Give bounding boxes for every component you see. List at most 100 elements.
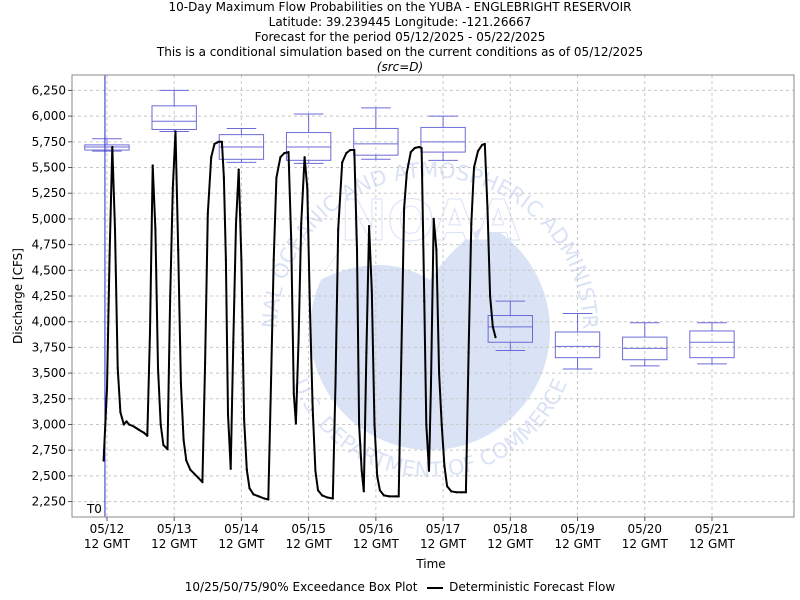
series-point — [435, 248, 438, 251]
series-point — [269, 382, 273, 385]
legend-line-swatch — [427, 586, 444, 589]
x-tick-label-time: 12 GMT — [151, 537, 198, 551]
series-point — [353, 148, 356, 152]
y-axis-title: Discharge [CFS] — [11, 248, 25, 344]
series-point — [388, 495, 391, 498]
series-point — [440, 423, 443, 426]
series-point — [373, 423, 376, 426]
series-point — [185, 459, 188, 462]
y-tick-label: 3,750 — [32, 340, 66, 354]
exceedance-box — [218, 127, 265, 163]
series-point — [220, 140, 223, 143]
series-point — [337, 228, 340, 231]
series-point — [470, 222, 473, 226]
series-point — [368, 225, 371, 228]
x-tick-label-date: 05/14 — [224, 522, 259, 536]
series-point — [494, 336, 497, 339]
series-point — [224, 258, 227, 262]
y-tick-label: 5,250 — [32, 186, 66, 200]
exceedance-box — [689, 322, 735, 365]
series-point — [341, 161, 344, 164]
series-point — [137, 428, 140, 431]
series-point — [370, 289, 373, 292]
series-point — [113, 228, 117, 231]
series-point — [438, 372, 441, 375]
series-point — [182, 438, 185, 441]
series-point — [179, 382, 182, 385]
box-iqr — [353, 127, 399, 156]
series-point — [429, 382, 433, 385]
series-point — [362, 490, 365, 493]
x-tick-label-time: 12 GMT — [353, 537, 400, 551]
y-tick-label: 3,500 — [32, 366, 66, 380]
series-point — [257, 495, 260, 498]
series-point — [272, 258, 275, 262]
chart-subtitle-source: (src=D) — [376, 60, 424, 74]
series-point — [443, 464, 446, 467]
box-iqr — [84, 144, 130, 151]
exceedance-box — [353, 107, 399, 160]
noaa-logo-bird — [320, 186, 540, 280]
series-point — [151, 164, 154, 167]
series-point — [489, 294, 492, 298]
y-tick-label: 3,000 — [32, 417, 66, 431]
series-point — [403, 207, 406, 210]
series-point — [111, 145, 114, 149]
box-iqr — [487, 315, 533, 343]
series-point — [148, 330, 152, 334]
y-tick-label: 4,500 — [32, 263, 66, 277]
series-point — [349, 148, 352, 152]
series-point — [169, 300, 172, 303]
deterministic-series — [102, 130, 497, 501]
x-tick-label-date: 05/20 — [627, 522, 662, 536]
series-point — [464, 491, 467, 494]
series-point — [446, 485, 449, 488]
x-tick-label-time: 12 GMT — [84, 537, 131, 551]
x-tick-label-time: 12 GMT — [689, 537, 736, 551]
series-line — [102, 130, 497, 501]
series-point — [248, 487, 251, 490]
box-iqr — [689, 330, 735, 359]
chart-titles: 10-Day Maximum Flow Probabilities on the… — [0, 0, 800, 75]
exceedance-box — [84, 138, 130, 152]
series-point — [300, 222, 303, 226]
series-point — [267, 498, 270, 501]
series-point — [174, 130, 177, 133]
x-tick-label-date: 05/12 — [90, 522, 125, 536]
chart-subtitle-conditions: This is a conditional simulation based o… — [156, 45, 644, 59]
y-tick-label: 5,750 — [32, 135, 66, 149]
series-point — [420, 146, 423, 150]
exceedance-box — [420, 115, 466, 161]
y-axis: 2,250 2,500 2,750 3,000 3,250 3,500 3,750 4,000… — [32, 83, 72, 509]
series-point — [303, 156, 306, 159]
x-tick-label-date: 05/15 — [291, 522, 326, 536]
series-point — [290, 238, 293, 241]
series-point — [316, 489, 320, 492]
series-point — [491, 325, 494, 328]
exceedance-box — [151, 89, 197, 133]
series-point — [297, 341, 300, 344]
series-point — [427, 469, 431, 472]
series-point — [193, 472, 196, 475]
series-point — [382, 494, 385, 497]
exceedance-boxes — [84, 89, 735, 370]
x-tick-label-date: 05/19 — [560, 522, 595, 536]
chart-subtitle-location: Latitude: 39.239445 Longitude: -121.2666… — [268, 15, 532, 29]
y-tick-label: 4,250 — [32, 289, 66, 303]
series-point — [432, 217, 435, 220]
series-point — [146, 434, 149, 437]
x-tick-label-time: 12 GMT — [622, 537, 669, 551]
series-point — [311, 408, 314, 411]
series-point — [358, 423, 361, 426]
series-point — [237, 168, 240, 171]
series-point — [108, 253, 111, 256]
series-point — [201, 481, 204, 484]
y-tick-label: 6,250 — [32, 83, 66, 97]
legend: 10/25/50/75/90% Exceedance Box Plot Dete… — [0, 580, 800, 594]
series-point — [423, 300, 426, 303]
series-point — [132, 425, 135, 428]
series-point — [222, 176, 225, 179]
series-point — [116, 366, 119, 370]
series-point — [232, 341, 235, 344]
